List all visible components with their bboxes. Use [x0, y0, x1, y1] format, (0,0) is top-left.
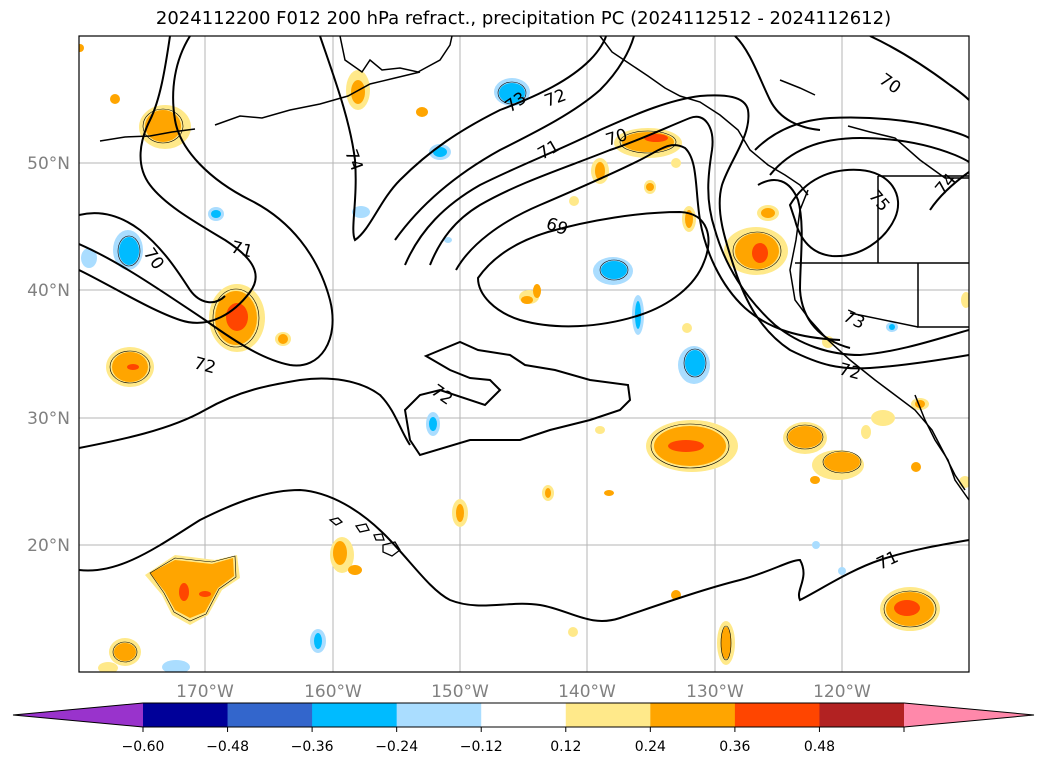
colorbar-tick-label: −0.24 [375, 739, 418, 755]
colorbar-labels: −0.60 −0.48 −0.36 −0.24 −0.12 0.12 0.24 0.36 0.4… [122, 739, 835, 755]
colorbar: −0.60 −0.48 −0.36 −0.24 −0.12 0.12 0.24 0.36 0.4… [12, 702, 1035, 755]
colorbar-tick-label: −0.12 [460, 739, 503, 755]
lon-label-120w: 120°W [813, 682, 871, 702]
contour-72-west [79, 36, 334, 367]
lat-label-20n: 20°N [27, 536, 70, 556]
alaska-coast-south [339, 36, 453, 74]
colorbar-segment [481, 703, 567, 727]
precip-blob-120w-26n [812, 450, 864, 480]
colorbar-ticks [142, 727, 905, 732]
colorbar-segment [396, 703, 482, 727]
colorbar-tick-label: 0.12 [550, 739, 581, 755]
lat-label-40n: 40°N [27, 281, 70, 301]
colorbar-segment [734, 703, 820, 727]
contour-73-east [757, 179, 851, 349]
map-area: 74 73 72 71 70 69 71 70 72 72 73 74 75 7… [79, 36, 969, 672]
colorbar-segment [565, 703, 651, 727]
colorbar-segments [13, 703, 1034, 727]
alaska-peninsula [214, 71, 421, 126]
longitude-labels: 170°W 160°W 150°W 140°W 130°W 120°W [176, 682, 871, 702]
refractivity-contours [79, 36, 969, 622]
colorbar-segment [143, 703, 229, 727]
colorbar-tick-label: 0.48 [804, 739, 835, 755]
precip-blob-178w-35n [106, 347, 154, 387]
lon-label-150w: 150°W [431, 682, 489, 702]
contour-74 [319, 36, 607, 242]
baja-california [914, 394, 969, 501]
contour-75 [788, 168, 900, 258]
colorbar-extend-low [13, 703, 143, 727]
colorbar-extend-high [904, 703, 1034, 727]
precip-blob-170w-38n [209, 284, 265, 352]
precip-blob-170w-17n [145, 555, 240, 625]
contour-72-central [404, 94, 969, 370]
colorbar-tick-label: 0.24 [635, 739, 666, 755]
contour-73 [394, 36, 635, 241]
colorbar-segment [819, 703, 905, 727]
precip-blob-133w-30n [646, 420, 738, 472]
latitude-labels: 50°N 40°N 30°N 20°N [27, 154, 70, 556]
contour-71-south [79, 488, 969, 622]
contour-70-west [79, 212, 226, 304]
contour-74-northeast [769, 136, 969, 176]
colorbar-tick-label: −0.48 [206, 739, 249, 755]
coastlines [99, 36, 969, 501]
colorbar-segment [312, 703, 398, 727]
precip-neg-blob-set [81, 78, 898, 672]
alaska-island-1 [779, 79, 816, 96]
contour-74-east [929, 171, 969, 211]
us-west-coast [789, 189, 966, 491]
precipitation-fill [79, 44, 969, 672]
lon-label-160w: 160°W [304, 682, 362, 702]
colorbar-outline [12, 702, 1035, 728]
lon-label-130w: 130°W [686, 682, 744, 702]
contour-71-west [79, 36, 257, 324]
precip-blob-113w-15n [880, 587, 940, 631]
bc-alaska-coast [599, 36, 809, 196]
colorbar-tick-label: 0.36 [719, 739, 750, 755]
map-title: 2024112200 F012 200 hPa refract., precip… [155, 8, 892, 29]
colorbar-segment [227, 703, 313, 727]
contour-72-south [79, 377, 411, 449]
lon-label-140w: 140°W [558, 682, 616, 702]
contour-71-central [429, 115, 969, 357]
lat-label-50n: 50°N [27, 154, 70, 174]
precip-blob-125w-43n [724, 227, 788, 275]
contour-70-central [455, 144, 841, 341]
colorbar-segment [650, 703, 736, 727]
precip-blob-124w-29n [783, 422, 827, 454]
contour-69 [476, 210, 710, 328]
contour-70-northeast [869, 36, 969, 101]
lat-label-30n: 30°N [27, 409, 70, 429]
lon-label-170w: 170°W [176, 682, 234, 702]
contour-72-island [403, 340, 632, 457]
aleutian-islands [99, 128, 196, 142]
contour-73-northeast [754, 116, 969, 151]
state-border-4 [849, 312, 919, 328]
contour-70-north [734, 36, 821, 131]
map-frame [78, 35, 970, 673]
canada-border [847, 125, 969, 179]
colorbar-tick-label: −0.60 [122, 739, 165, 755]
colorbar-tick-label: −0.36 [291, 739, 334, 755]
